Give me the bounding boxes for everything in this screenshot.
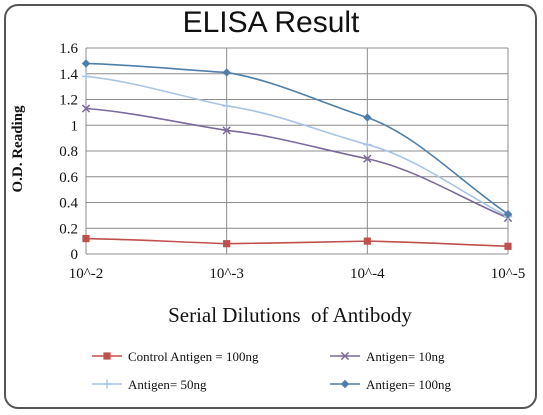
chart-frame — [4, 4, 537, 409]
point-marker — [223, 240, 231, 248]
x-tick-label: 10^-2 — [69, 266, 104, 282]
point-marker — [363, 154, 372, 163]
series-2 — [81, 72, 513, 221]
point-marker — [503, 209, 513, 219]
data-series — [81, 59, 513, 250]
point-marker — [222, 126, 231, 135]
point-marker — [102, 379, 112, 389]
series-line — [85, 107, 509, 219]
series-line — [85, 75, 509, 218]
y-tick-label: 0.4 — [59, 196, 78, 212]
x-tick-label: 10^-5 — [491, 266, 526, 282]
legend-entry: Antigen= 50ng — [92, 377, 207, 392]
x-axis-ticks: 10^-2 10^-3 10^-4 10^-5 — [69, 266, 526, 282]
x-tick-label: 10^-4 — [350, 266, 385, 282]
y-tick-label: 1 — [71, 118, 79, 134]
y-tick-label: 1.6 — [59, 41, 78, 57]
point-marker — [504, 242, 512, 250]
y-tick-label: 0 — [71, 247, 79, 263]
y-axis-label: O.D. Reading — [10, 105, 26, 193]
legend-label: Antigen= 100ng — [366, 377, 451, 392]
y-tick-label: 1.2 — [59, 93, 78, 109]
legend-entry: Control Antigen = 100ng — [92, 349, 259, 364]
point-marker — [340, 379, 350, 389]
series-0 — [82, 234, 512, 250]
grid-lines — [85, 47, 509, 255]
x-axis-label: Serial Dilutions of Antibody — [168, 303, 412, 327]
point-marker — [363, 113, 372, 122]
y-tick-label: 1.4 — [59, 67, 78, 83]
point-marker — [81, 72, 91, 81]
legend-label: Antigen= 10ng — [366, 349, 445, 364]
point-marker — [222, 68, 231, 77]
y-tick-label: 0.2 — [59, 221, 78, 237]
y-tick-label: 0.6 — [59, 170, 78, 186]
point-marker — [82, 234, 90, 243]
y-axis-ticks: 0 0.2 0.4 0.6 0.8 1 1.2 1.4 1.6 — [59, 41, 78, 263]
series-3 — [81, 59, 513, 219]
legend-label: Antigen= 50ng — [128, 377, 207, 392]
point-marker — [363, 140, 372, 149]
legend-entry: Antigen= 100ng — [330, 377, 451, 392]
series-line — [85, 237, 509, 248]
point-marker — [222, 101, 231, 111]
chart-title: ELISA Result — [183, 6, 360, 39]
y-tick-label: 0.8 — [59, 144, 78, 160]
point-marker — [81, 59, 91, 68]
series-line — [85, 62, 509, 215]
x-tick-label: 10^-3 — [209, 266, 244, 282]
legend: Control Antigen = 100ng Antigen= 10ng Anti… — [92, 349, 451, 392]
point-marker — [340, 351, 350, 361]
point-marker — [81, 104, 91, 113]
legend-entry: Antigen= 10ng — [330, 349, 445, 364]
legend-label: Control Antigen = 100ng — [128, 349, 259, 364]
point-marker — [363, 237, 371, 245]
point-marker — [103, 352, 111, 360]
